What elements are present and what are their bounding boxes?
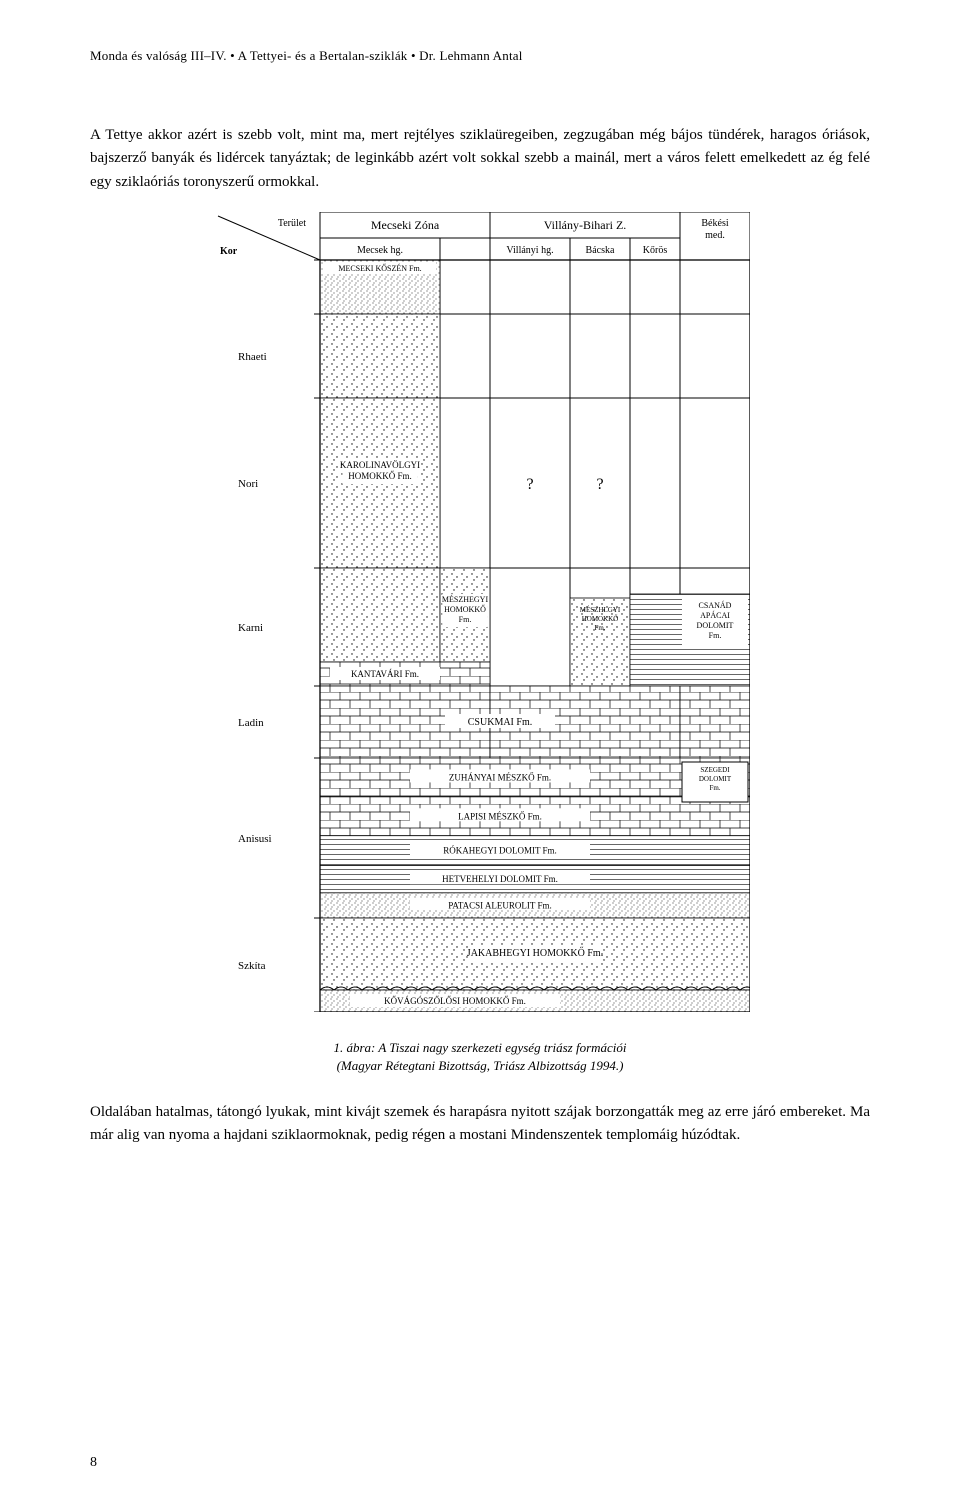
svg-text:?: ? [526,476,533,493]
svg-text:SZEGEDI: SZEGEDI [700,766,730,774]
caption-line-2: (Magyar Rétegtani Bizottság, Triász Albi… [337,1058,624,1073]
svg-text:LAPISI MÉSZKŐ Fm.: LAPISI MÉSZKŐ Fm. [458,811,542,821]
svg-text:Villány-Bihari Z.: Villány-Bihari Z. [544,218,627,232]
svg-text:Kőrös: Kőrös [643,245,668,256]
svg-text:Fm.: Fm. [709,784,720,792]
svg-text:Villányi hg.: Villányi hg. [506,245,553,256]
svg-text:Szkíta: Szkíta [238,960,266,972]
svg-text:HOMOKKŐ: HOMOKKŐ [444,604,486,614]
svg-text:CSANÁD: CSANÁD [699,600,732,610]
svg-text:Terület: Terület [278,218,306,229]
svg-text:HOMOKKŐ: HOMOKKŐ [582,615,619,623]
svg-text:?: ? [596,476,603,493]
svg-text:DOLOMIT: DOLOMIT [697,621,734,630]
svg-text:APÁCAI: APÁCAI [700,610,730,620]
svg-text:RÓKAHEGYI DOLOMIT Fm.: RÓKAHEGYI DOLOMIT Fm. [443,845,557,855]
svg-text:Mecseki Zóna: Mecseki Zóna [371,218,440,232]
svg-text:med.: med. [705,230,725,241]
svg-text:Karni: Karni [238,622,263,634]
figure-caption: 1. ábra: A Tiszai nagy szerkezeti egység… [250,1039,710,1075]
svg-text:KANTAVÁRI Fm.: KANTAVÁRI Fm. [351,669,419,679]
svg-text:HOMOKKŐ Fm.: HOMOKKŐ Fm. [348,471,412,481]
svg-text:DOLOMIT: DOLOMIT [699,775,732,783]
svg-text:MÉSZHEGYI: MÉSZHEGYI [442,594,489,604]
svg-text:Fm.: Fm. [459,615,472,624]
svg-text:Békési: Békési [701,218,728,229]
running-head: Monda és valóság III–IV. • A Tettyei- és… [90,48,870,64]
svg-text:MÉSZHLGYI: MÉSZHLGYI [580,606,621,614]
svg-text:Bácska: Bácska [586,245,615,256]
page-number: 8 [90,1455,97,1471]
svg-text:MECSEKI KŐSZÉN Fm.: MECSEKI KŐSZÉN Fm. [338,263,421,273]
figure-1: Terület Kor Mecseki Zóna Villány-Bihari Z. B… [90,212,870,1017]
stratigraphic-figure-svg: Terület Kor Mecseki Zóna Villány-Bihari Z. B… [210,212,750,1012]
svg-text:KŐVÁGÓSZŐLŐSI HOMOKKŐ Fm.: KŐVÁGÓSZŐLŐSI HOMOKKŐ Fm. [384,996,526,1006]
svg-text:Nori: Nori [238,478,258,490]
paragraph-2: Oldalában hatalmas, tátongó lyukak, mint… [90,1101,870,1148]
svg-text:Ladin: Ladin [238,717,264,729]
svg-text:PATACSI ALEUROLIT Fm.: PATACSI ALEUROLIT Fm. [448,900,552,910]
svg-text:KAROLINAVÖLGYI: KAROLINAVÖLGYI [340,460,420,470]
svg-text:Fm.: Fm. [709,631,722,640]
svg-text:CSUKMAI Fm.: CSUKMAI Fm. [468,717,532,728]
svg-text:HETVEHELYI DOLOMIT Fm.: HETVEHELYI DOLOMIT Fm. [442,874,558,884]
svg-text:Rhaeti: Rhaeti [238,351,267,363]
svg-text:JAKABHEGYI HOMOKKŐ Fm.: JAKABHEGYI HOMOKKŐ Fm. [467,947,603,959]
caption-line-1: 1. ábra: A Tiszai nagy szerkezeti egység… [333,1040,626,1055]
svg-text:ZUHÁNYAI MÉSZKŐ Fm.: ZUHÁNYAI MÉSZKŐ Fm. [449,772,551,782]
svg-text:Fm.: Fm. [594,624,605,632]
paragraph-1: A Tettye akkor azért is szebb volt, mint… [90,124,870,194]
svg-text:Mecsek hg.: Mecsek hg. [357,245,403,256]
svg-text:Kor: Kor [220,246,238,257]
svg-text:Anisusi: Anisusi [238,833,272,845]
